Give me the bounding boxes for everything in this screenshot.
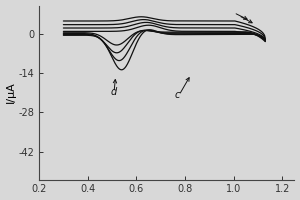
Text: c: c [175, 90, 180, 100]
Y-axis label: I/μA: I/μA [6, 82, 16, 103]
Text: d: d [110, 87, 116, 97]
